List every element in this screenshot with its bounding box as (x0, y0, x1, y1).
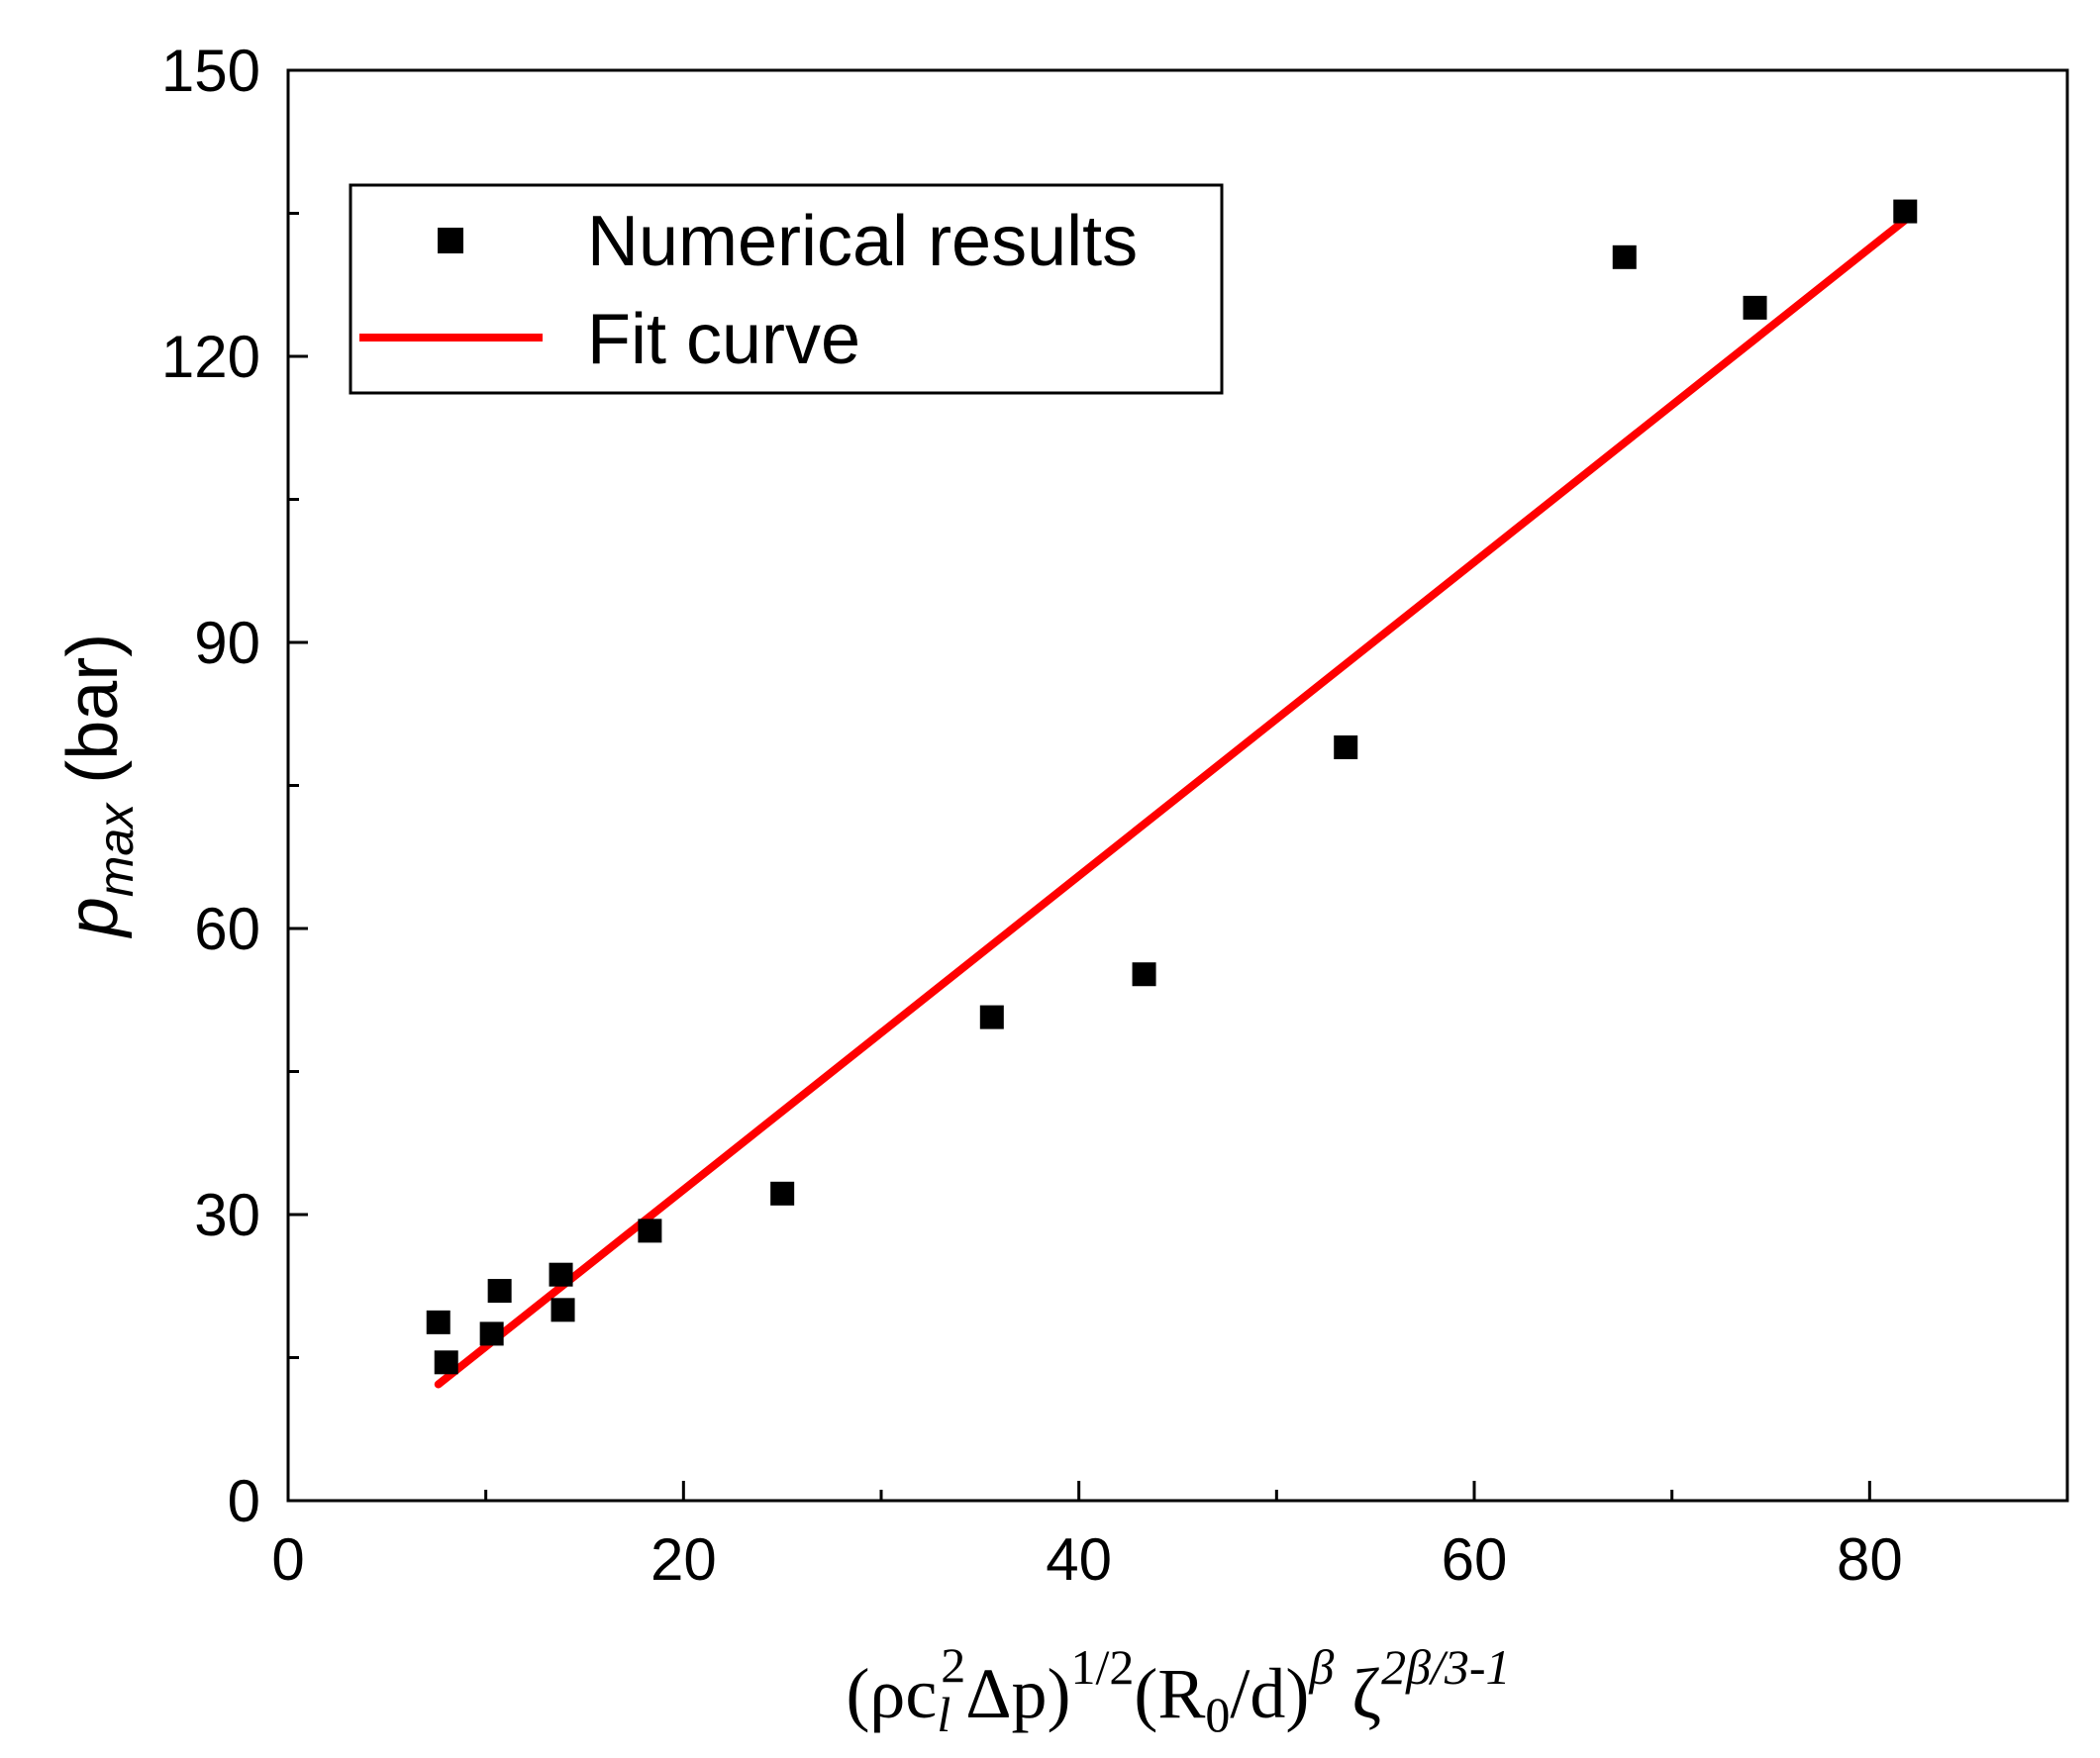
data-point (488, 1279, 512, 1303)
y-tick-label: 60 (194, 896, 260, 962)
data-point (770, 1182, 794, 1206)
legend-label-numerical-results: Numerical results (587, 202, 1138, 281)
legend-square-marker (438, 228, 463, 253)
y-tick-label: 90 (194, 610, 260, 676)
data-point (980, 1006, 1004, 1029)
data-point (1893, 200, 1917, 224)
x-tick-label: 0 (271, 1526, 304, 1593)
x-label-part-4: /d) (1230, 1654, 1309, 1733)
x-tick-label: 60 (1442, 1526, 1508, 1593)
data-point (1613, 245, 1637, 269)
y-tick-label: 0 (228, 1468, 260, 1534)
legend-label-fit-curve: Fit curve (587, 300, 860, 379)
data-point (1133, 962, 1156, 986)
x-label-sup-exponent: 2β/3-1 (1381, 1639, 1510, 1695)
y-label-symbol: p (53, 897, 133, 938)
x-tick-label: 40 (1046, 1526, 1112, 1593)
x-label-sup-2: 2 (941, 1637, 965, 1693)
x-label-part-1: (ρc (846, 1654, 937, 1733)
scatter-chart: 0 20 40 60 800306090120150 Numerical results… (0, 0, 2100, 1758)
y-tick-label: 30 (194, 1182, 260, 1248)
data-point (1744, 296, 1767, 320)
x-label-part-5: ζ (1334, 1654, 1381, 1733)
x-tick-label: 80 (1837, 1526, 1903, 1593)
x-label-part-2: Δp) (965, 1654, 1070, 1733)
x-label-sup-beta: β (1308, 1639, 1334, 1695)
x-tick-label: 20 (650, 1526, 717, 1593)
data-point (480, 1321, 504, 1345)
legend: Numerical results Fit curve (350, 185, 1222, 393)
x-label-sup-half: 1/2 (1071, 1639, 1135, 1695)
data-point (427, 1311, 450, 1334)
y-tick-label: 150 (161, 38, 260, 104)
x-label-sub-l: l (937, 1687, 950, 1742)
y-label-unit: (bar) (53, 634, 133, 804)
y-tick-label: 120 (161, 324, 260, 390)
y-label-subscript: max (88, 802, 144, 897)
data-point (435, 1350, 458, 1374)
data-point (638, 1219, 661, 1242)
x-label-part-3: (R (1134, 1654, 1205, 1733)
data-point (551, 1298, 575, 1321)
x-label-sub-0: 0 (1205, 1687, 1230, 1742)
data-point (1334, 735, 1357, 759)
data-point (550, 1263, 573, 1287)
